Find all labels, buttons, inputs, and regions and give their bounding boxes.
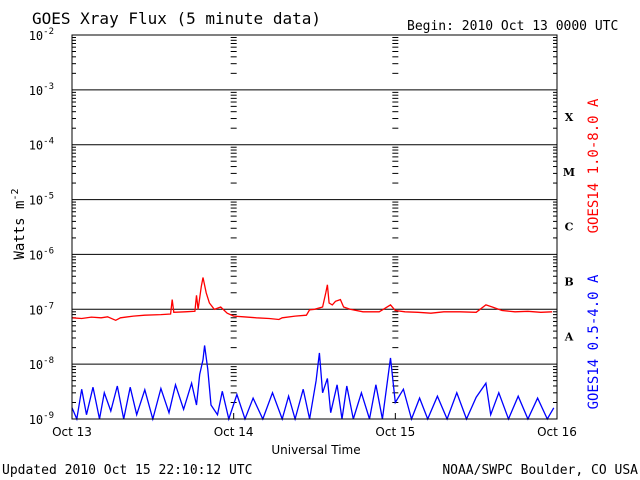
flare-class-label: A <box>564 330 574 343</box>
flare-class-labels: X M C B A <box>563 111 575 343</box>
legend-long-channel: GOES14 1.0-8.0 A <box>586 98 602 233</box>
y-tick-base: 10 <box>29 194 43 208</box>
y-tick-base: 10 <box>29 358 43 372</box>
y-tick-label: 10-5 <box>29 192 54 208</box>
y-tick-label: 10-8 <box>29 356 54 372</box>
y-tick-exponent: -5 <box>43 192 54 202</box>
x-tick-labels: Oct 13 Oct 14 Oct 15 Oct 16 <box>52 425 577 439</box>
flare-class-label: B <box>564 276 573 289</box>
y-tick-labels: 10-210-310-410-510-610-710-810-9 <box>29 27 54 427</box>
y-tick-base: 10 <box>29 303 43 317</box>
y-tick-exponent: -8 <box>43 356 54 366</box>
y-tick-exponent: -7 <box>43 301 54 311</box>
flare-class-label: X <box>565 111 574 124</box>
updated-timestamp: Updated 2010 Oct 15 22:10:12 UTC <box>2 463 252 478</box>
y-tick-label: 10-4 <box>29 137 54 153</box>
flare-class-label: M <box>563 166 575 179</box>
x-tick-label: Oct 16 <box>537 425 577 439</box>
flare-class-label: C <box>565 221 574 234</box>
y-tick-label: 10-6 <box>29 246 54 262</box>
y-tick-base: 10 <box>29 84 43 98</box>
y-tick-label: 10-7 <box>29 301 54 317</box>
legend-short-channel: GOES14 0.5-4.0 A <box>586 274 602 409</box>
credit-label: NOAA/SWPC Boulder, CO USA <box>442 463 638 478</box>
y-tick-exponent: -3 <box>43 82 54 92</box>
axis-ticks <box>72 37 557 419</box>
x-tick-label: Oct 14 <box>214 425 254 439</box>
series-line-long-channel <box>71 277 553 322</box>
y-tick-exponent: -2 <box>43 27 54 37</box>
y-axis-label: Watts m-2 <box>10 188 28 259</box>
y-tick-exponent: -4 <box>43 137 54 147</box>
y-axis-label-text: Watts m <box>12 201 28 260</box>
chart-title: GOES Xray Flux (5 minute data) <box>32 9 321 28</box>
y-tick-label: 10-9 <box>29 411 54 427</box>
y-tick-base: 10 <box>29 248 43 262</box>
begin-label: Begin: 2010 Oct 13 0000 UTC <box>407 19 618 34</box>
x-tick-label: Oct 15 <box>375 425 415 439</box>
y-tick-exponent: -9 <box>43 411 54 421</box>
plot-frame <box>71 34 558 420</box>
y-tick-label: 10-2 <box>29 27 54 43</box>
y-axis-label-sup: -2 <box>10 188 21 200</box>
x-tick-label: Oct 13 <box>52 425 92 439</box>
x-axis-label: Universal Time <box>271 443 360 457</box>
y-tick-exponent: -6 <box>43 246 54 256</box>
y-tick-base: 10 <box>29 139 43 153</box>
y-tick-base: 10 <box>29 413 43 427</box>
y-tick-base: 10 <box>29 29 43 43</box>
y-tick-label: 10-3 <box>29 82 54 98</box>
